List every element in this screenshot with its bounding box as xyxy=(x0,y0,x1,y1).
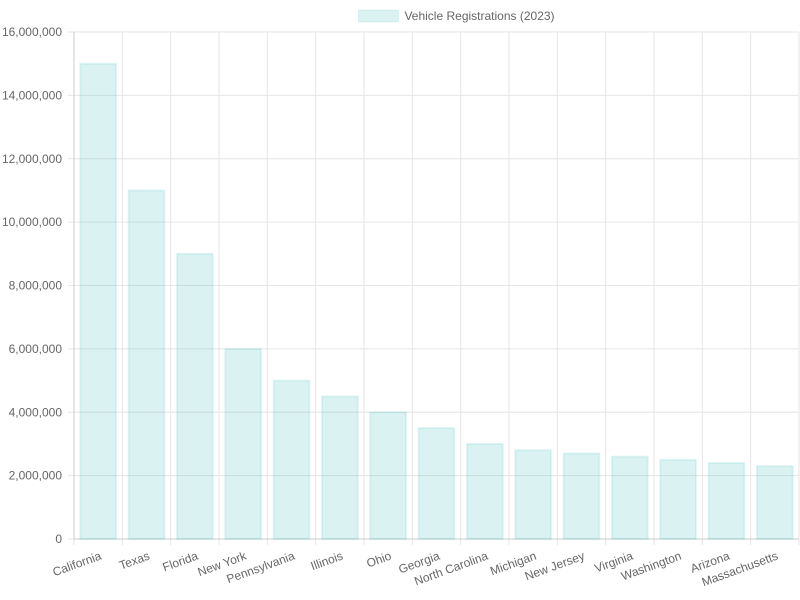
y-tick-label: 0 xyxy=(55,532,62,546)
bar xyxy=(755,465,794,540)
bar xyxy=(127,189,166,540)
bar xyxy=(707,461,746,541)
bar xyxy=(514,449,553,540)
bar xyxy=(79,62,118,540)
x-tick-label: California xyxy=(51,549,104,580)
x-tick-label: Ohio xyxy=(365,549,394,571)
legend-label[interactable]: Vehicle Registrations (2023) xyxy=(404,9,554,23)
bar xyxy=(320,395,359,540)
bar xyxy=(369,411,408,540)
y-tick-label: 14,000,000 xyxy=(2,88,62,102)
y-tick-label: 4,000,000 xyxy=(9,405,63,419)
bar xyxy=(272,379,311,540)
y-tick-label: 12,000,000 xyxy=(2,152,62,166)
x-tick-label: Florida xyxy=(161,549,201,575)
bar xyxy=(175,252,214,540)
y-tick-label: 8,000,000 xyxy=(9,279,63,293)
y-tick-label: 16,000,000 xyxy=(2,25,62,39)
bar xyxy=(224,347,263,540)
x-tick-label: Illinois xyxy=(309,549,345,574)
bar xyxy=(417,427,456,540)
bar xyxy=(659,458,698,540)
bar xyxy=(610,455,649,540)
y-tick-label: 10,000,000 xyxy=(2,215,62,229)
bar xyxy=(562,452,601,541)
x-tick-label: Texas xyxy=(117,549,151,573)
y-tick-label: 2,000,000 xyxy=(9,469,63,483)
legend-swatch[interactable] xyxy=(357,9,399,23)
y-tick-label: 6,000,000 xyxy=(9,342,63,356)
bar xyxy=(465,442,504,540)
